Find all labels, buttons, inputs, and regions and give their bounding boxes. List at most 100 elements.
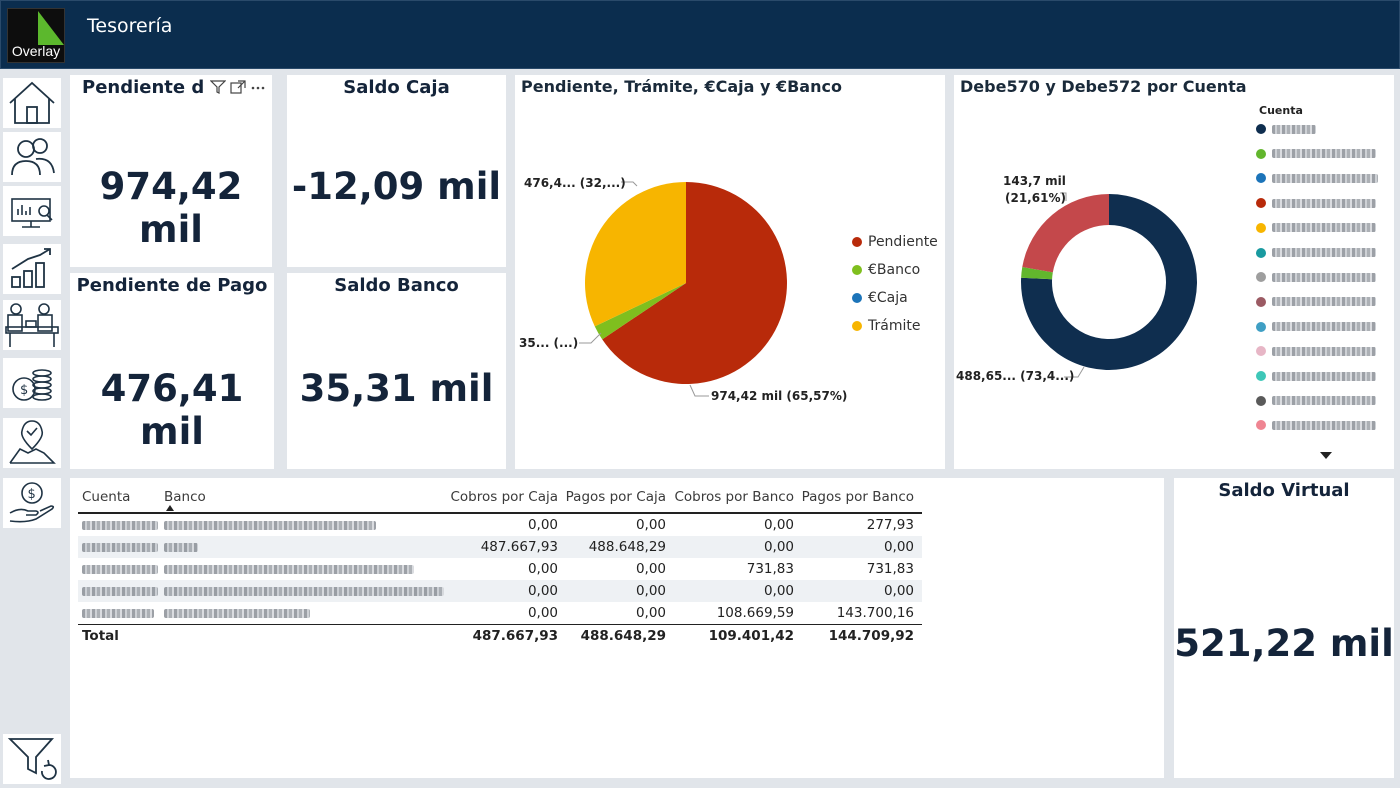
- obscured-cuenta: [82, 520, 158, 530]
- table-row[interactable]: 0,00 0,00 108.669,59 143.700,16: [78, 602, 922, 624]
- table-row[interactable]: 0,00 0,00 0,00 0,00: [78, 580, 922, 602]
- legend-item-cuenta[interactable]: [1256, 173, 1378, 184]
- logo-text: Overlay: [11, 43, 61, 59]
- legend-item-cuenta[interactable]: [1256, 296, 1376, 307]
- legend-item-cuenta[interactable]: [1256, 395, 1376, 406]
- pendiente-leader-line: [689, 384, 709, 397]
- donut-slice-3[interactable]: [1022, 194, 1109, 273]
- legend-item-cuenta[interactable]: [1256, 222, 1376, 233]
- table-cell: 0,00: [635, 561, 666, 577]
- kpi-saldo-banco-card[interactable]: Saldo Banco 35,31 mil: [287, 273, 506, 469]
- pie-chart-card[interactable]: Pendiente, Trámite, €Caja y €Banco 476,4…: [515, 75, 945, 469]
- legend-item-cuenta[interactable]: [1256, 420, 1376, 431]
- more-options-icon[interactable]: [250, 79, 266, 98]
- col-banco[interactable]: Banco: [164, 489, 206, 505]
- pendiente-data-label: 974,42 mil (65,57%): [711, 389, 848, 403]
- kpi-title: Pendiente de Pago: [76, 275, 268, 296]
- legend-item-cuenta[interactable]: [1256, 371, 1376, 381]
- legend-item-cuenta[interactable]: [1256, 247, 1376, 258]
- table-cell: 731,83: [746, 561, 794, 577]
- money-hand-button[interactable]: $: [3, 478, 61, 528]
- obscured-text: [1272, 346, 1376, 356]
- legend-dot: [1256, 173, 1266, 184]
- col-cuenta[interactable]: Cuenta: [82, 489, 131, 505]
- table-row[interactable]: 0,00 0,00 731,83 731,83: [78, 558, 922, 580]
- table-row[interactable]: 0,00 0,00 0,00 277,93: [78, 514, 922, 536]
- overlay-logo: Overlay: [7, 8, 65, 63]
- table-cell: 0,00: [763, 517, 794, 533]
- legend-item-cuenta[interactable]: [1256, 198, 1376, 209]
- users-button[interactable]: [3, 132, 61, 182]
- legend-tramite[interactable]: Trámite: [852, 318, 920, 334]
- legend-dot: [1256, 222, 1266, 233]
- chart-title: Debe570 y Debe572 por Cuenta: [960, 77, 1247, 96]
- pie-slice-banco[interactable]: [594, 283, 686, 340]
- legend-item-cuenta[interactable]: [1256, 124, 1316, 134]
- table-row[interactable]: 487.667,93 488.648,29 0,00 0,00: [78, 536, 922, 558]
- col-cobros-banco[interactable]: Cobros por Banco: [674, 489, 794, 505]
- sort-ascending-icon[interactable]: [166, 505, 174, 511]
- legend-dot: [1256, 371, 1266, 381]
- kpi-title: Saldo Banco: [334, 275, 459, 296]
- filter-icon[interactable]: [209, 79, 227, 98]
- kpi-saldo-caja-card[interactable]: Saldo Caja -12,09 mil: [287, 75, 506, 267]
- legend-pendiente[interactable]: Pendiente: [852, 234, 938, 250]
- legend-dot: [1256, 148, 1266, 159]
- legend-item-cuenta[interactable]: [1256, 346, 1376, 357]
- donut-bottom-leader-line: [1064, 366, 1085, 378]
- table-cell: 143.700,16: [836, 605, 914, 621]
- obscured-banco: [164, 608, 310, 618]
- map-check-button[interactable]: [3, 418, 61, 468]
- legend-banco[interactable]: €Banco: [852, 262, 920, 278]
- monitor-chart-button[interactable]: [3, 186, 61, 236]
- donut-slice-1[interactable]: [1021, 194, 1197, 370]
- obscured-banco: [164, 542, 198, 552]
- table-cell: 0,00: [635, 517, 666, 533]
- donut-top-label-percent: (21,61%): [1005, 191, 1066, 205]
- legend-item-cuenta[interactable]: [1256, 148, 1376, 159]
- obscured-text: [1272, 124, 1316, 134]
- donut-slice-2[interactable]: [1021, 267, 1053, 280]
- kpi-pendiente-pago-card[interactable]: Pendiente de Pago 476,41 mil: [70, 273, 274, 469]
- total-cell: 488.648,29: [580, 627, 666, 644]
- legend-label: €Banco: [868, 262, 921, 278]
- pie-slice-tramite[interactable]: [585, 181, 686, 327]
- coins-icon: $: [12, 369, 52, 401]
- table-cell: 0,00: [763, 539, 794, 555]
- focus-mode-icon[interactable]: [230, 79, 246, 98]
- legend-item-cuenta[interactable]: [1256, 321, 1376, 332]
- pie-slice-pendiente[interactable]: [602, 182, 787, 384]
- filter-reset-button[interactable]: [3, 734, 61, 784]
- tramite-leader-line: [621, 181, 638, 187]
- obscured-text: [1272, 198, 1376, 208]
- obscured-text: [1272, 272, 1376, 282]
- table-cell: 0,00: [635, 605, 666, 621]
- col-pagos-banco[interactable]: Pagos por Banco: [801, 489, 914, 505]
- chart-title: Pendiente, Trámite, €Caja y €Banco: [521, 77, 842, 96]
- bar-chart-up-icon: [11, 248, 51, 288]
- col-cobros-caja[interactable]: Cobros por Caja: [450, 489, 559, 505]
- table-header-row: Cuenta Banco Cobros por Caja Pagos por C…: [78, 486, 922, 508]
- table-cell: 731,83: [866, 561, 914, 577]
- total-label: Total: [82, 627, 119, 644]
- kpi-value: 476,41 mil: [100, 367, 244, 453]
- legend-caja[interactable]: €Caja: [852, 290, 908, 306]
- meeting-button[interactable]: [3, 300, 61, 350]
- obscured-banco: [164, 520, 376, 530]
- home-button[interactable]: [3, 78, 61, 128]
- coins-button[interactable]: $: [3, 358, 61, 408]
- obscured-text: [1272, 396, 1376, 406]
- money-hand-icon: $: [9, 482, 55, 523]
- table-cell: 487.667,93: [480, 539, 558, 555]
- kpi-pendiente-cobro-card[interactable]: Pendiente d 974,42 mil: [70, 75, 272, 267]
- bar-chart-button[interactable]: [3, 244, 61, 294]
- legend-dot: [1256, 420, 1266, 431]
- obscured-banco: [164, 586, 444, 596]
- home-icon: [9, 81, 55, 124]
- donut-chart-card[interactable]: Debe570 y Debe572 por Cuenta 143,7 mil (…: [954, 75, 1394, 469]
- kpi-saldo-virtual-card[interactable]: Saldo Virtual 521,22 mil: [1174, 478, 1394, 778]
- obscured-text: [1272, 248, 1376, 257]
- legend-item-cuenta[interactable]: [1256, 272, 1376, 283]
- legend-scroll-down-icon[interactable]: [1320, 452, 1332, 459]
- col-pagos-caja[interactable]: Pagos por Caja: [565, 489, 666, 505]
